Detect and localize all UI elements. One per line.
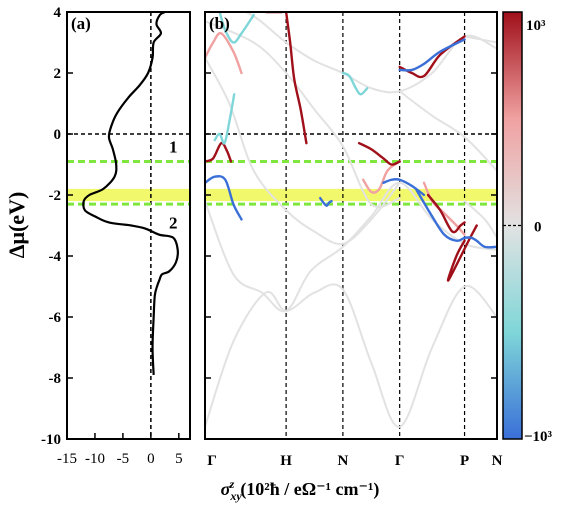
band-line-8 xyxy=(205,141,233,163)
k-point-label: H xyxy=(280,453,292,469)
band-line-21 xyxy=(398,38,466,72)
y-tick-label: 2 xyxy=(54,66,62,82)
band-line-25 xyxy=(446,224,478,282)
panel-label-b: (b) xyxy=(209,14,230,33)
level-annotation-2: 2 xyxy=(169,214,178,233)
band-line-4 xyxy=(205,12,497,94)
panel-b: Γ H N Γ P N (b) xyxy=(204,11,503,469)
band-line-24 xyxy=(414,187,466,242)
panel-b-frame xyxy=(204,11,498,440)
k-point-label: Γ xyxy=(207,453,217,469)
x-tick-label: 5 xyxy=(175,451,183,467)
x-axis-label-sup: z xyxy=(229,477,235,491)
colorbar-min-label: −10³ xyxy=(524,429,553,445)
conductivity-curve-0 xyxy=(82,12,179,375)
panel-b-plot-area xyxy=(205,12,497,439)
band-line-16 xyxy=(341,71,369,96)
panel-a: 4 2 0 -2 -4 -6 -8 -10 -15 -10 -5 0 5 (a) 1 2 xyxy=(41,5,191,467)
y-tick-label: -10 xyxy=(41,432,61,448)
colorbar: 10³ 0 −10³ xyxy=(502,11,553,445)
x-tick-label: 0 xyxy=(147,451,155,467)
y-axis-label: Δμ(eV) xyxy=(4,192,29,259)
k-point-label: N xyxy=(492,453,503,469)
band-line-7 xyxy=(463,35,497,44)
colorbar-max-label: 10³ xyxy=(526,18,546,34)
panel-label-a: (a) xyxy=(71,14,91,33)
band-line-5 xyxy=(398,90,497,172)
band-line-12 xyxy=(218,12,255,44)
band-line-10 xyxy=(213,93,236,145)
band-line-0 xyxy=(205,283,497,428)
level-annotation-1: 1 xyxy=(169,137,178,156)
colorbar-zero-label: 0 xyxy=(534,220,542,236)
band-line-26 xyxy=(463,236,497,249)
panel-a-plot-area xyxy=(67,12,190,439)
x-tick-label: -15 xyxy=(57,451,77,467)
x-tick-label: -5 xyxy=(117,451,130,467)
y-tick-label: 4 xyxy=(54,5,62,21)
band-line-18 xyxy=(357,141,401,166)
x-axis-label-units: (10²ħ / eΩ⁻¹ cm⁻¹) xyxy=(240,479,379,500)
x-tick-label: -10 xyxy=(85,451,105,467)
band-line-17 xyxy=(361,160,401,194)
y-tick-label: -4 xyxy=(49,249,62,265)
band-line-3 xyxy=(205,20,401,208)
band-line-15 xyxy=(318,196,333,207)
y-tick-label: -6 xyxy=(49,310,62,326)
band-line-6 xyxy=(463,200,497,239)
band-line-14 xyxy=(284,12,308,145)
band-line-1 xyxy=(205,181,497,313)
k-point-label: Γ xyxy=(395,453,405,469)
band-line-9 xyxy=(205,175,243,221)
x-axis-label-sigma: σ xyxy=(221,479,232,499)
y-tick-label: -2 xyxy=(49,188,62,204)
y-tick-label: 0 xyxy=(54,127,62,143)
k-point-label: P xyxy=(460,453,469,469)
y-tick-label: -8 xyxy=(49,371,62,387)
highlight-band-b xyxy=(205,188,497,202)
panel-a-frame xyxy=(66,11,191,440)
x-axis-label-sub: xy xyxy=(229,489,242,503)
k-point-label: N xyxy=(337,453,348,469)
band-line-11 xyxy=(205,31,243,75)
band-line-23 xyxy=(426,193,466,234)
x-axis-label: σxyz (10²ħ / eΩ⁻¹ cm⁻¹) xyxy=(221,477,380,503)
